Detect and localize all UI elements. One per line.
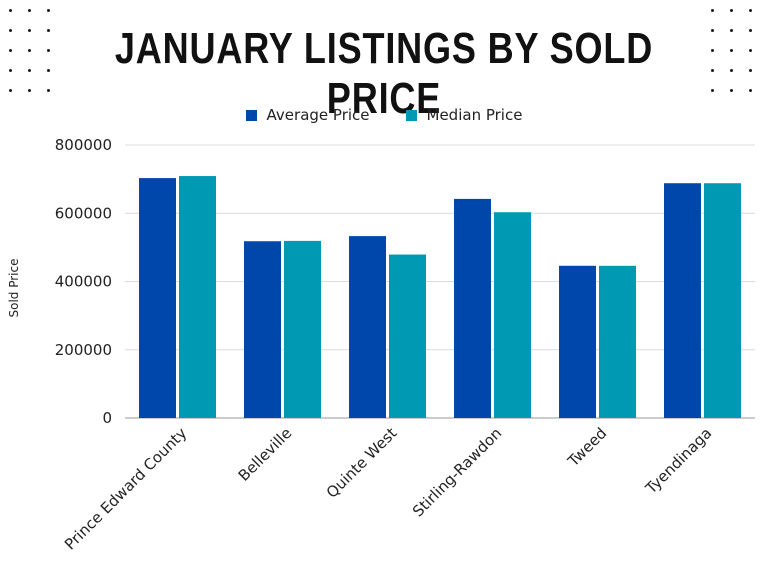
x-tick-label: Belleville (235, 424, 296, 485)
bar-average (349, 236, 386, 418)
x-tick-label: Tyendinaga (641, 424, 715, 498)
decorative-dot (28, 89, 31, 92)
x-tick-label: Quinte West (323, 424, 401, 502)
decorative-dot (9, 69, 12, 72)
bar-median (494, 212, 531, 418)
y-axis-label: Sold Price (7, 259, 21, 318)
bar-median (179, 176, 216, 418)
legend-item-median: Median Price (405, 106, 523, 124)
decorative-dot (730, 29, 733, 32)
legend-label-median: Median Price (426, 106, 523, 124)
bar-average (454, 198, 491, 418)
bar-median (389, 254, 426, 418)
chart-legend: Average Price Median Price (0, 106, 768, 124)
chart-title: JANUARY LISTINGS BY SOLD PRICE (114, 24, 654, 123)
legend-swatch-median (405, 109, 417, 121)
legend-swatch-average (245, 109, 257, 121)
decorative-dot (749, 29, 752, 32)
y-tick-label: 0 (102, 409, 112, 427)
legend-item-average: Average Price (245, 106, 370, 124)
decorative-dot (711, 29, 714, 32)
decorative-dot (711, 89, 714, 92)
bar-median (284, 240, 321, 418)
bar-average (664, 183, 701, 418)
decorative-dot (28, 29, 31, 32)
bar-average (559, 265, 596, 418)
decorative-dot (711, 9, 714, 12)
decorative-dot (47, 89, 50, 92)
y-tick-label: 800000 (55, 136, 112, 154)
decorative-dot (749, 69, 752, 72)
decorative-dot (47, 49, 50, 52)
legend-label-average: Average Price (266, 106, 370, 124)
y-tick-label: 200000 (55, 341, 112, 359)
decorative-dot (9, 9, 12, 12)
decorative-dot (730, 9, 733, 12)
decorative-dot (711, 49, 714, 52)
decorative-dot (730, 49, 733, 52)
decorative-dot (711, 69, 714, 72)
x-tick-label: Stirling-Rawdon (409, 424, 505, 520)
x-tick-label: Tweed (564, 424, 611, 471)
decorative-dot (749, 9, 752, 12)
bar-average (139, 178, 176, 418)
decorative-dot (9, 29, 12, 32)
y-tick-label: 600000 (55, 204, 112, 222)
decorative-dot (47, 29, 50, 32)
decorative-dot (28, 49, 31, 52)
decorative-dot (9, 89, 12, 92)
y-tick-label: 400000 (55, 273, 112, 291)
decorative-dot (28, 69, 31, 72)
bar-average (244, 241, 281, 418)
decorative-dot (730, 89, 733, 92)
bar-median (704, 183, 741, 418)
decorative-dot (749, 49, 752, 52)
decorative-dot (730, 69, 733, 72)
decorative-dot (9, 49, 12, 52)
decorative-dot (47, 9, 50, 12)
decorative-dot (28, 9, 31, 12)
bar-median (599, 265, 636, 418)
x-tick-label: Prince Edward County (61, 424, 190, 553)
decorative-dot (47, 69, 50, 72)
decorative-dot (749, 89, 752, 92)
